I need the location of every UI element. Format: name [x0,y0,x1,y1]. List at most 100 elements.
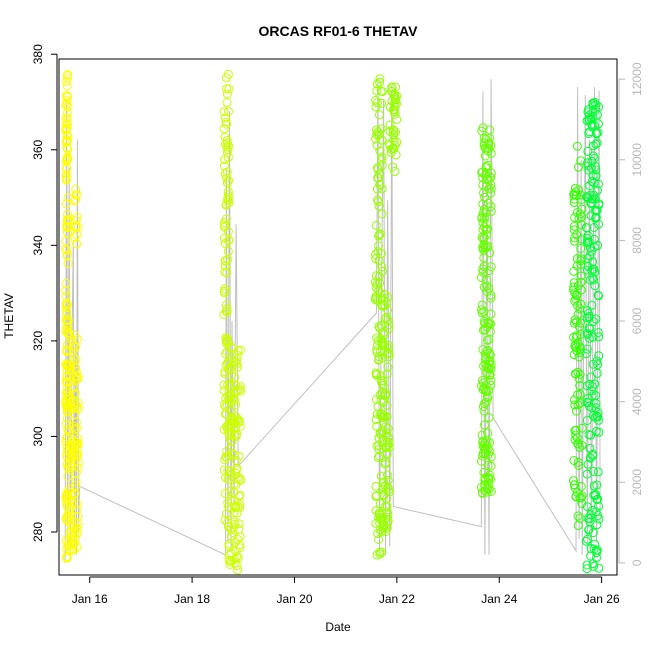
data-point [574,374,584,384]
data-point [230,503,240,513]
data-point [589,190,599,200]
data-point [223,518,233,527]
data-point [572,141,582,151]
data-point [374,201,384,211]
data-point [582,416,592,425]
data-point [576,254,586,264]
data-point [375,74,385,84]
data-point [576,482,586,491]
data-point [224,555,234,565]
data-point [226,342,236,352]
data-point [588,317,598,326]
data-point [62,315,72,325]
data-point [573,439,583,449]
data-point [62,413,72,423]
data-point [382,448,392,458]
data-point [585,379,595,389]
data-point [376,471,386,481]
data-point [588,141,598,151]
data-point [589,561,599,571]
data-point [227,370,237,380]
data-point [62,137,71,147]
data-point [67,366,77,376]
data-point [593,360,603,370]
data-point [371,95,381,105]
data-point [388,162,398,172]
data-point [572,261,582,271]
data-point [479,406,489,416]
data-point [478,345,488,354]
right-tick-label: 8000 [630,227,644,254]
data-point [220,369,230,379]
data-point [480,486,490,496]
data-point [582,233,592,243]
data-point [593,412,603,422]
data-point [229,479,239,489]
data-point [592,411,602,421]
data-point [383,362,393,372]
data-point [374,352,384,362]
x-tick-label: Jan 22 [379,592,415,606]
data-point [226,466,236,476]
data-point [372,333,382,343]
data-point [222,119,231,129]
data-point [62,251,72,261]
data-point [233,386,243,396]
data-point [392,137,402,147]
data-point [582,534,592,544]
data-point [593,179,603,189]
data-point [588,151,598,161]
data-point [486,293,496,303]
right-axis: 0 2000 4000 6000 8000 10000 12000 [618,62,644,566]
data-point [219,425,229,434]
data-point [374,445,384,455]
data-point [71,481,81,490]
data-point [372,79,382,89]
data-point [583,261,593,271]
data-point [63,216,73,226]
data-point [373,247,383,256]
data-point [389,143,399,153]
data-point [593,408,603,417]
data-point [591,212,601,222]
data-point [222,307,232,317]
data-point [375,77,385,87]
data-point [482,287,492,296]
data-point [484,484,494,494]
y-tick-label: 280 [31,522,45,542]
data-point [587,505,597,515]
data-point [478,378,488,388]
data-point [583,146,593,156]
data-point [569,395,579,405]
data-point [485,470,495,480]
data-point [484,413,494,423]
data-point [63,92,72,102]
data-point [62,452,72,462]
data-point [478,264,488,274]
data-point [482,219,491,229]
data-point [231,468,241,478]
data-point [576,318,585,328]
data-point [593,128,603,138]
data-point [586,372,596,382]
data-point [222,167,232,177]
data-point [219,465,229,475]
data-point [477,456,486,466]
data-point [231,431,241,441]
data-point [480,448,490,458]
data-point [373,173,383,183]
data-point [484,318,494,328]
data-point [71,190,81,200]
data-point [383,315,393,325]
data-point [62,228,72,238]
x-tick-label: Jan 24 [481,592,517,606]
data-point [219,233,229,243]
data-point [372,140,382,150]
data-point [569,198,579,207]
data-point [478,243,488,253]
data-point [220,256,230,266]
data-point [69,489,79,499]
data-point [225,391,234,401]
data-point [225,487,234,496]
data-point [61,175,71,185]
